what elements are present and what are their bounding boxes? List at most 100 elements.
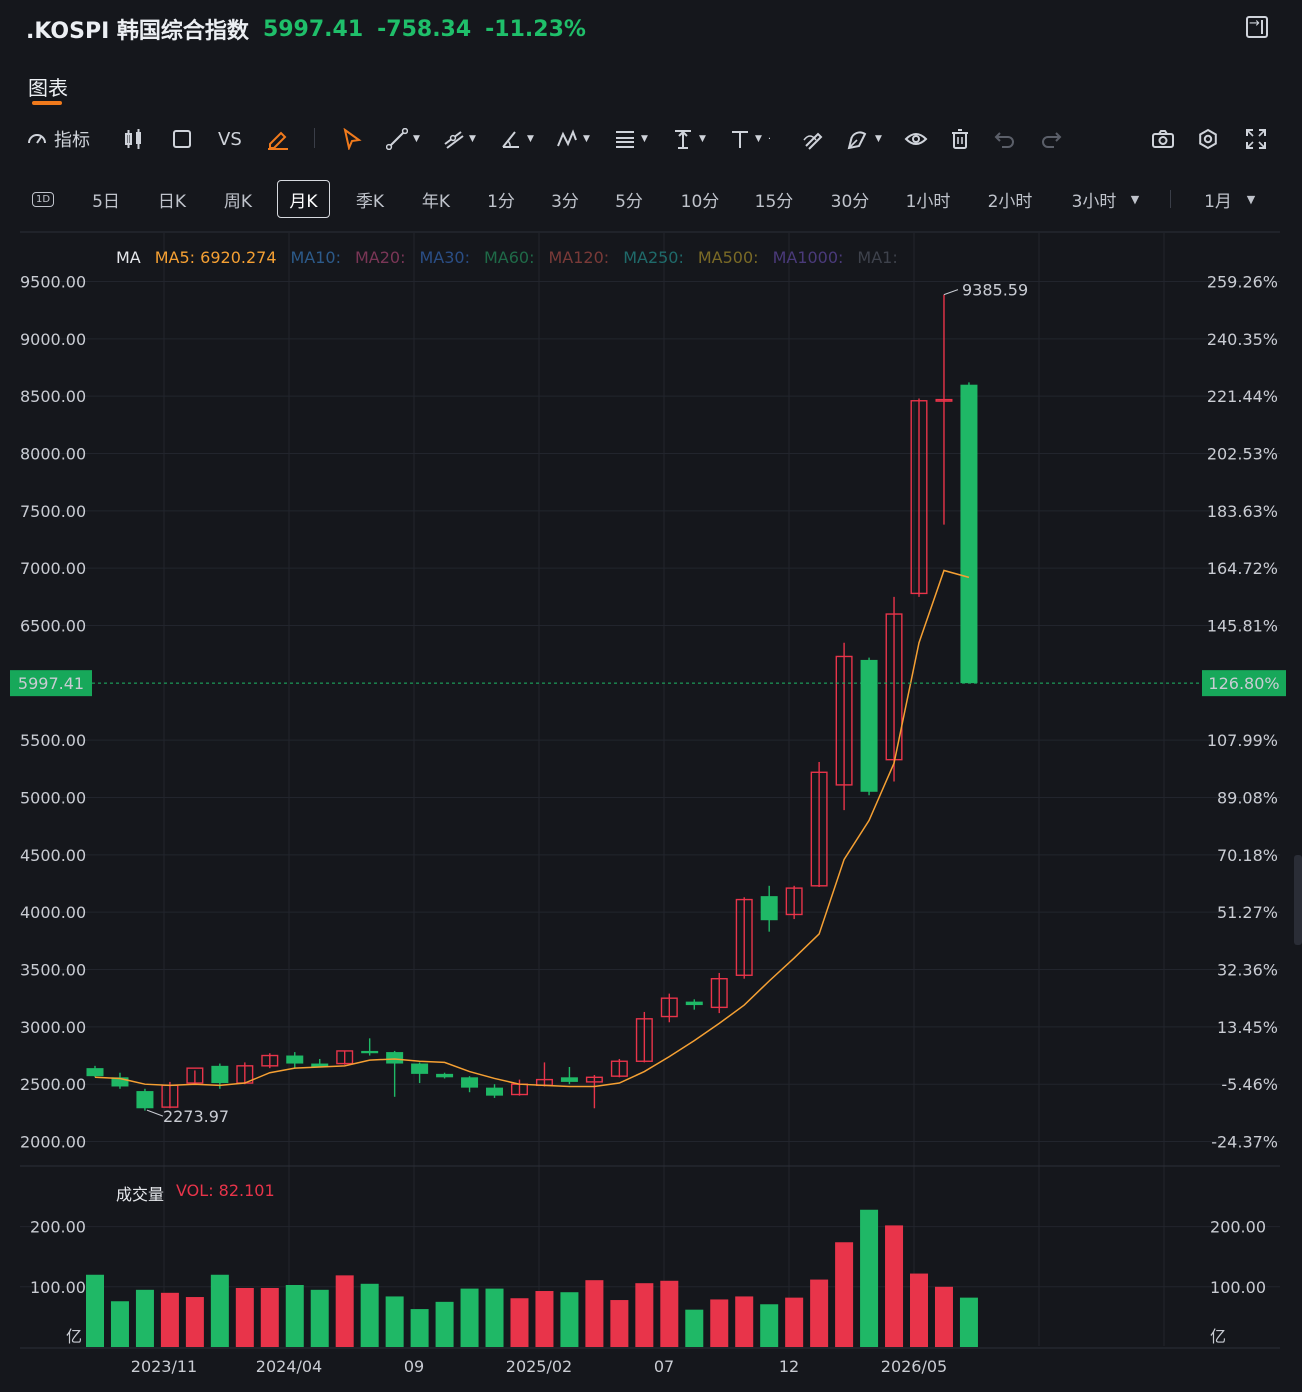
volume-unit-right: 亿 xyxy=(1210,1327,1226,1346)
period-2h[interactable]: 2小时 xyxy=(987,191,1033,212)
period-divider xyxy=(1170,190,1171,208)
fullscreen-icon[interactable] xyxy=(1245,120,1267,158)
erase-drawing-icon[interactable] xyxy=(802,120,824,158)
y-axis-tick-right: 259.26% xyxy=(1207,273,1278,292)
candle-body xyxy=(785,887,803,916)
volume-tick-right: 200.00 xyxy=(1210,1218,1266,1237)
y-axis-tick-right: 240.35% xyxy=(1207,330,1278,349)
y-axis-tick-right: 51.27% xyxy=(1217,903,1278,922)
x-axis-tick: 2026/05 xyxy=(881,1357,947,1376)
undo-icon[interactable] xyxy=(994,120,1016,158)
volume-unit-left: 亿 xyxy=(66,1327,82,1346)
period-selector: 1D 5日 日K 周K 月K 季K 年K 1分 3分 5分 10分 15分 30… xyxy=(0,180,1302,220)
volume-bar xyxy=(110,1301,129,1347)
candle-body xyxy=(136,1091,154,1109)
collapse-panel-icon[interactable] xyxy=(1246,16,1268,38)
period-1min[interactable]: 1分 xyxy=(487,191,515,212)
y-axis-tick-right: 145.81% xyxy=(1207,617,1278,636)
instrument-title: .KOSPI 韩国综合指数 xyxy=(26,19,249,44)
multiline-icon[interactable]: ▼ xyxy=(442,120,476,158)
ma10-label: MA10: xyxy=(290,248,342,267)
period-week[interactable]: 周K xyxy=(223,191,253,212)
period-10min[interactable]: 10分 xyxy=(680,191,720,212)
candle-body xyxy=(361,1050,379,1054)
period-year[interactable]: 年K xyxy=(421,191,451,212)
x-axis-tick: 2024/04 xyxy=(256,1357,322,1376)
text-tool-icon[interactable]: ▼ · xyxy=(732,131,772,148)
fibonacci-icon[interactable]: ▼ xyxy=(616,131,648,148)
x-axis-tick: 12 xyxy=(779,1357,799,1376)
volume-bar xyxy=(535,1291,554,1347)
period-30min[interactable]: 30分 xyxy=(830,191,870,212)
volume-bar xyxy=(510,1298,529,1347)
candle-type-icon[interactable] xyxy=(124,120,144,158)
volume-bar xyxy=(460,1288,479,1347)
settings-icon[interactable] xyxy=(1197,120,1219,158)
period-1h[interactable]: 1小时 xyxy=(905,191,951,212)
candle-body xyxy=(735,898,753,976)
trash-icon[interactable] xyxy=(950,120,970,158)
volume-bar xyxy=(285,1284,304,1347)
eye-icon[interactable] xyxy=(904,120,928,158)
period-5min[interactable]: 5分 xyxy=(615,191,643,212)
tab-chart[interactable]: 图表 xyxy=(28,76,68,100)
redo-icon[interactable] xyxy=(1040,120,1062,158)
period-more-caret-icon[interactable]: ▼ xyxy=(1130,192,1140,206)
ma5-value: MA5: 6920.274 xyxy=(154,248,277,267)
y-axis-tick-left: 9500.00 xyxy=(20,273,86,292)
brush-icon[interactable]: ▼ xyxy=(846,120,882,158)
angle-icon[interactable]: ▼ xyxy=(500,120,534,158)
candle-body xyxy=(111,1077,129,1087)
period-3h[interactable]: 3小时 xyxy=(1071,191,1117,212)
ma-label: MA xyxy=(116,248,141,267)
pencil-icon[interactable] xyxy=(266,120,290,158)
chevron-down-icon[interactable]: ▼ xyxy=(1246,192,1256,206)
current-price-badge-label: 5997.41 xyxy=(18,674,84,693)
camera-icon[interactable] xyxy=(1151,120,1175,158)
candle-body xyxy=(486,1087,504,1096)
candle-body xyxy=(311,1063,329,1067)
measure-icon[interactable]: ▼ xyxy=(672,120,706,158)
ma30-label: MA30: xyxy=(419,248,471,267)
compare-button[interactable]: VS xyxy=(218,128,242,150)
x-axis-tick: 2025/02 xyxy=(506,1357,572,1376)
drawing-toolbar: 指标 VS ▼ ▼ ▼ ▼ ▼ ▼ ▼ · ▼ xyxy=(0,120,1302,158)
y-axis-tick-right: -24.37% xyxy=(1211,1133,1278,1152)
candle-body xyxy=(386,1052,404,1064)
x-axis-tick: 09 xyxy=(404,1357,424,1376)
toolbar-divider xyxy=(314,128,315,148)
period-dropdown-1m[interactable]: 1月 xyxy=(1204,191,1232,212)
candle-body xyxy=(760,896,778,921)
y-axis-tick-left: 9000.00 xyxy=(20,330,86,349)
candle-body xyxy=(635,1018,653,1062)
ma1000-label: MA1000: xyxy=(772,248,844,267)
indicator-button[interactable]: 指标 xyxy=(26,120,90,158)
trendline-icon[interactable]: ▼ xyxy=(386,120,420,158)
period-month[interactable]: 月K xyxy=(277,180,330,218)
current-percent-badge-label: 126.80% xyxy=(1208,674,1279,693)
volume-bar xyxy=(885,1225,904,1347)
volume-bar xyxy=(959,1297,978,1347)
cursor-icon[interactable] xyxy=(342,120,362,158)
volume-bar xyxy=(610,1300,629,1347)
high-annotation: 9385.59 xyxy=(962,281,1028,300)
volume-bar xyxy=(810,1279,829,1347)
current-price-badge xyxy=(10,670,92,697)
pattern-icon[interactable]: ▼ xyxy=(556,120,590,158)
ma20-label: MA20: xyxy=(355,248,406,267)
period-day[interactable]: 日K xyxy=(157,191,187,212)
candle-body xyxy=(186,1067,204,1084)
period-quarter[interactable]: 季K xyxy=(355,191,385,212)
candle-body xyxy=(86,1068,104,1077)
period-5d[interactable]: 5日 xyxy=(92,191,120,212)
y-axis-tick-right: 202.53% xyxy=(1207,445,1278,464)
period-15min[interactable]: 15分 xyxy=(754,191,794,212)
volume-tick-left: 100.00 xyxy=(30,1278,86,1297)
intraday-icon[interactable]: 1D xyxy=(30,180,56,218)
square-icon[interactable] xyxy=(172,120,192,158)
volume-bar xyxy=(335,1275,354,1347)
candle-body xyxy=(261,1054,279,1067)
volume-bar xyxy=(360,1283,379,1347)
period-3min[interactable]: 3分 xyxy=(551,191,579,212)
